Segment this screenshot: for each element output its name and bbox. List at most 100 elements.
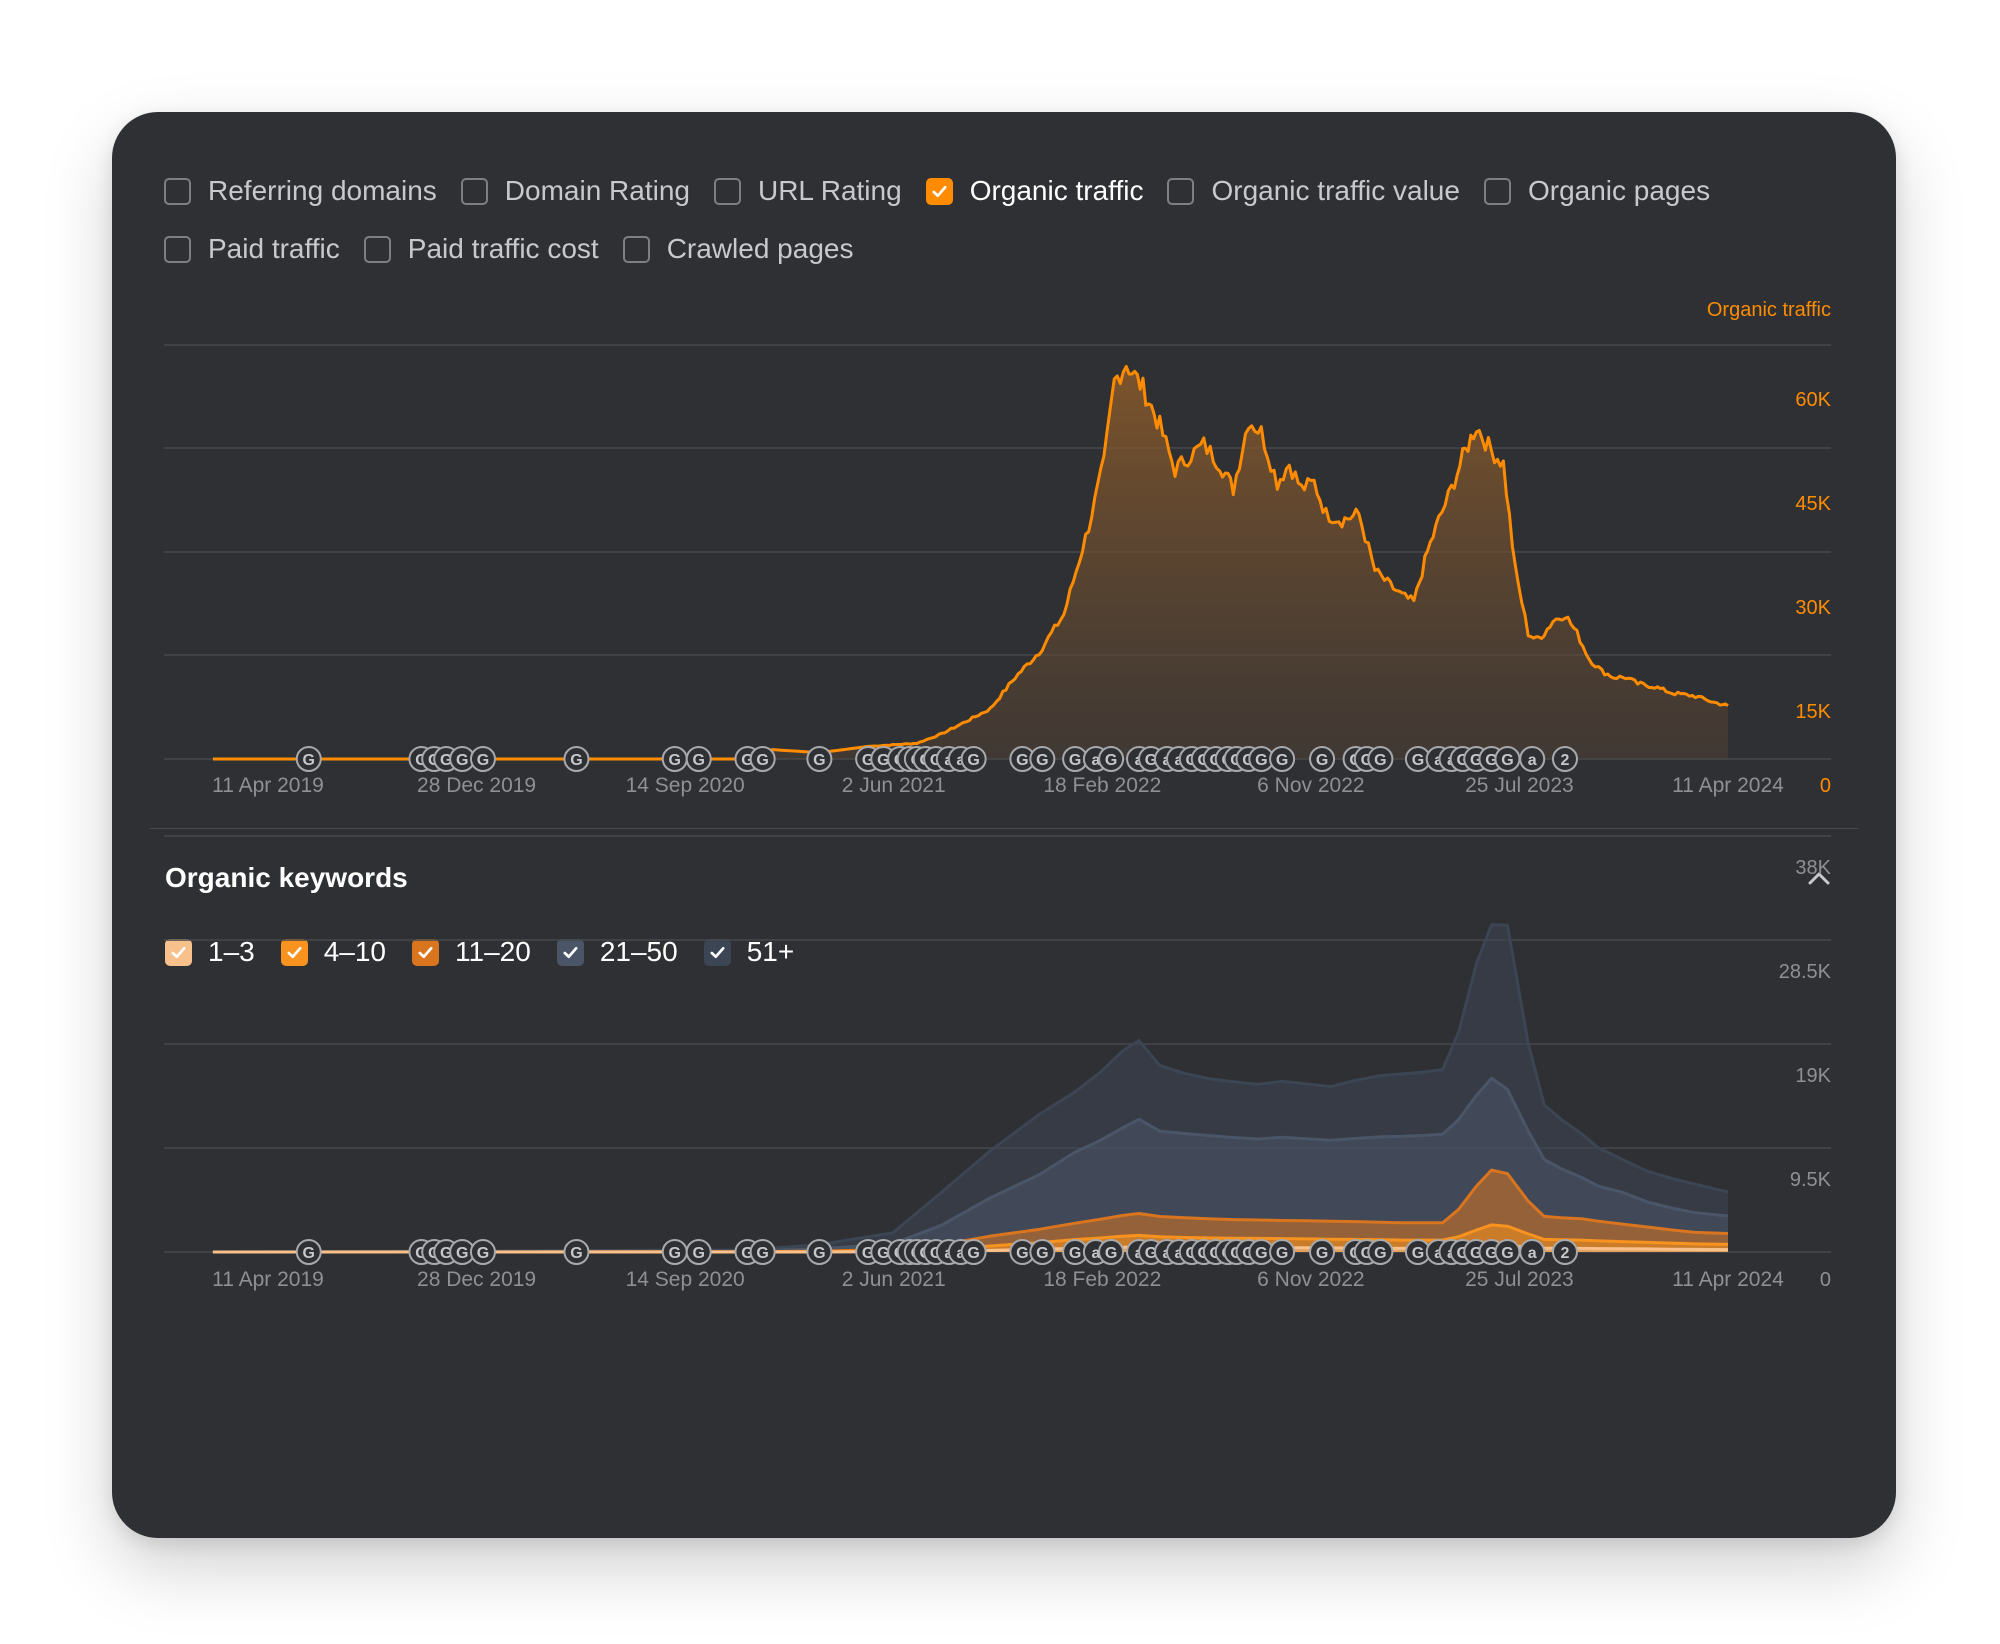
metric-toggle-organic-traffic-value[interactable]: Organic traffic value <box>1167 175 1460 207</box>
marker-label: G <box>1255 752 1267 769</box>
marker-label: a <box>1528 1245 1537 1262</box>
metric-row: Paid traffic Paid traffic cost Crawled pag… <box>164 220 1864 278</box>
y-tick-label: 28.5K <box>1779 961 1832 983</box>
checkbox-checked-icon[interactable] <box>703 938 731 966</box>
google-update-marker <box>1098 746 1125 772</box>
x-tick-label: 25 Jul 2023 <box>1465 1268 1574 1291</box>
google-update-marker <box>1269 746 1296 772</box>
range-toggle-5[interactable]: 51+ <box>703 936 795 968</box>
x-tick-label: 14 Sep 2020 <box>626 774 745 797</box>
metric-toggle-domain-rating[interactable]: Domain Rating <box>460 175 690 207</box>
marker-label: G <box>877 1245 889 1262</box>
range-label: 51+ <box>746 936 795 967</box>
x-tick-label: 11 Apr 2024 <box>1672 774 1784 797</box>
range-toggle-4[interactable]: 21–50 <box>556 936 678 968</box>
marker-label: G <box>1374 752 1386 769</box>
marker-label: 2 <box>1561 752 1570 769</box>
checkbox-checked-icon[interactable] <box>556 938 584 966</box>
marker-label: G <box>456 1245 468 1262</box>
marker-label: a <box>1091 752 1100 769</box>
checkbox-icon[interactable] <box>1167 177 1195 205</box>
y-tick-label: 15K <box>1795 701 1831 723</box>
google-update-marker <box>960 1239 987 1265</box>
google-update-marker <box>469 1239 496 1265</box>
google-update-marker <box>685 1239 712 1265</box>
checkbox-checked-icon[interactable] <box>165 938 192 966</box>
x-tick-label: 6 Nov 2022 <box>1257 774 1364 797</box>
checkbox-icon[interactable] <box>713 177 741 205</box>
y-tick-label: 60K <box>1795 389 1831 411</box>
x-tick-label: 25 Jul 2023 <box>1465 774 1574 797</box>
marker-label: G <box>693 752 705 769</box>
metric-label: Referring domains <box>208 175 437 206</box>
x-tick-label: 14 Sep 2020 <box>626 1268 745 1291</box>
checkbox-icon[interactable] <box>622 235 650 263</box>
y-tick-label: 0 <box>1820 1269 1831 1291</box>
marker-label: G <box>440 752 452 769</box>
marker-label: G <box>756 752 768 769</box>
range-toggle-1[interactable]: 1–3 <box>165 936 255 968</box>
marker-label: G <box>1316 1245 1328 1262</box>
google-update-marker <box>563 746 590 772</box>
x-tick-label: 11 Apr 2024 <box>1672 1268 1784 1291</box>
x-tick-label: 11 Apr 2019 <box>212 774 324 797</box>
google-update-marker <box>749 746 776 772</box>
metric-toggle-organic-traffic[interactable]: Organic traffic <box>925 175 1144 207</box>
google-update-marker <box>1029 746 1056 772</box>
checkbox-checked-icon[interactable] <box>280 938 308 966</box>
google-update-marker <box>1551 746 1578 772</box>
marker-label: G <box>570 752 582 769</box>
marker-label: G <box>1501 1245 1513 1262</box>
metric-toggle-url-rating[interactable]: URL Rating <box>713 175 902 207</box>
checkbox-icon[interactable] <box>1483 177 1511 205</box>
range-label: 4–10 <box>323 936 387 967</box>
metric-toggle-organic-pages[interactable]: Organic pages <box>1483 175 1710 207</box>
metric-label: Paid traffic <box>208 233 340 264</box>
checkbox-icon[interactable] <box>164 235 191 263</box>
metric-toggle-crawled-pages[interactable]: Crawled pages <box>622 233 854 265</box>
google-update-marker <box>1519 1239 1546 1265</box>
marker-label: G <box>477 1245 489 1262</box>
checkbox-checked-icon[interactable] <box>412 938 440 966</box>
google-update-marker <box>1269 1239 1296 1265</box>
x-tick-label: 28 Dec 2019 <box>417 774 536 797</box>
checkbox-icon[interactable] <box>460 177 488 205</box>
marker-label: G <box>1069 1245 1081 1262</box>
y-tick-label: 19K <box>1795 1065 1831 1087</box>
checkbox-icon[interactable] <box>164 177 191 205</box>
y-tick-label: 9.5K <box>1790 1169 1832 1191</box>
keywords-area-4 <box>212 1078 1728 1252</box>
keywords-line-4 <box>212 1076 1729 1254</box>
checkbox-icon[interactable] <box>363 235 391 263</box>
organic-keywords-title: Organic keywords <box>165 862 408 893</box>
range-label: 11–20 <box>455 936 531 967</box>
metric-label: Crawled pages <box>666 233 854 264</box>
google-update-marker <box>685 746 712 772</box>
google-update-marker <box>295 746 322 772</box>
google-update-marker <box>1551 1239 1578 1265</box>
legend-label: Organic traffic <box>1707 299 1831 321</box>
marker-label: G <box>693 1245 705 1262</box>
marker-label: G <box>1145 1245 1157 1262</box>
marker-label: G <box>1105 752 1117 769</box>
metric-label: Paid traffic cost <box>407 233 599 264</box>
x-tick-label: 18 Feb 2022 <box>1043 1268 1161 1291</box>
marker-label: G <box>440 1245 452 1262</box>
google-update-marker <box>1519 746 1546 772</box>
range-toggle-2[interactable]: 4–10 <box>280 936 387 968</box>
keywords-area-3 <box>212 1170 1728 1252</box>
metric-label: Domain Rating <box>504 175 690 206</box>
range-toggle-3[interactable]: 11–20 <box>412 936 531 968</box>
marker-label: G <box>967 1245 979 1262</box>
organic-traffic-area <box>212 366 1728 759</box>
metric-toggle-referring-domains[interactable]: Referring domains <box>164 175 437 207</box>
x-tick-label: 18 Feb 2022 <box>1043 774 1161 797</box>
google-update-marker <box>1309 746 1336 772</box>
metric-toggle-paid-traffic-cost[interactable]: Paid traffic cost <box>363 233 599 265</box>
google-update-marker <box>1309 1239 1336 1265</box>
checkbox-checked-icon[interactable] <box>925 177 953 205</box>
metric-toggle-paid-traffic[interactable]: Paid traffic <box>164 233 340 265</box>
metric-label: Organic traffic <box>969 175 1144 206</box>
chevron-up-icon[interactable] <box>1804 864 1834 894</box>
